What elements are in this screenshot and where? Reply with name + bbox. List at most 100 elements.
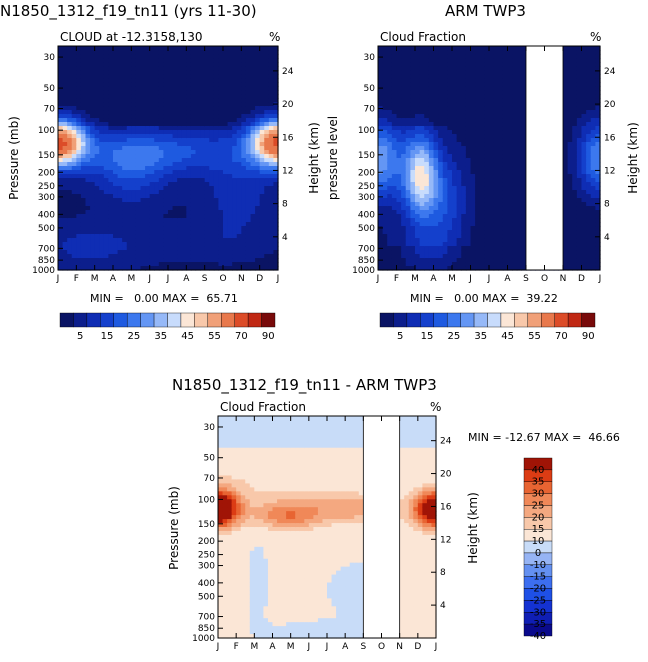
field-cell <box>493 142 499 147</box>
field-cell <box>387 74 393 79</box>
colorbar-label: 5 <box>77 331 83 342</box>
field-cell <box>122 98 128 103</box>
field-cell <box>177 234 183 239</box>
field-cell <box>382 118 388 123</box>
field-cell <box>484 166 490 171</box>
field-cell <box>465 206 472 211</box>
field-cell <box>428 50 435 55</box>
field-cell <box>512 66 518 71</box>
field-cell <box>447 46 453 51</box>
field-cell <box>90 238 96 243</box>
field-cell <box>190 98 197 103</box>
field-cell <box>452 138 458 143</box>
field-cell <box>223 230 229 235</box>
field-cell <box>245 186 252 191</box>
field-cell <box>259 238 265 243</box>
field-cell <box>181 150 187 155</box>
field-cell <box>419 218 425 223</box>
field-cell <box>67 238 73 243</box>
field-cell <box>401 110 407 115</box>
field-cell <box>493 130 499 135</box>
field-cell <box>168 198 174 203</box>
field-cell <box>94 86 100 91</box>
field-cell <box>405 46 411 51</box>
field-cell <box>62 158 68 163</box>
field-cell <box>62 222 68 227</box>
field-cell <box>62 254 68 259</box>
field-cell <box>213 66 220 71</box>
field-cell <box>181 62 187 67</box>
field-cell <box>493 254 499 259</box>
field-cell <box>58 58 64 63</box>
field-cell <box>241 78 247 83</box>
field-cell <box>405 166 411 171</box>
field-cell <box>99 134 105 139</box>
field-cell <box>181 158 187 163</box>
field-cell <box>447 226 453 231</box>
field-cell <box>512 110 518 115</box>
field-cell <box>99 246 105 251</box>
field-cell <box>428 178 435 183</box>
field-cell <box>396 98 402 103</box>
field-cell <box>99 66 105 71</box>
field-cell <box>190 82 197 87</box>
field-cell <box>236 78 242 83</box>
field-cell <box>117 226 123 231</box>
field-cell <box>103 194 110 199</box>
field-cell <box>507 254 513 259</box>
field-cell <box>90 186 96 191</box>
field-cell <box>195 222 201 227</box>
field-cell <box>62 150 68 155</box>
field-cell <box>227 90 233 95</box>
field-cell <box>273 154 279 159</box>
field-cell <box>255 58 261 63</box>
field-cell <box>67 210 73 215</box>
field-cell <box>76 250 82 255</box>
field-cell <box>521 86 527 91</box>
field-cell <box>516 130 522 135</box>
field-cell <box>186 66 192 71</box>
field-cell <box>168 158 174 163</box>
field-cell <box>108 214 114 219</box>
field-cell <box>241 170 247 175</box>
field-cell <box>103 146 110 151</box>
field-cell <box>396 90 402 95</box>
field-cell <box>67 198 73 203</box>
field-cell <box>396 170 402 175</box>
field-cell <box>378 214 384 219</box>
field-cell <box>241 86 247 91</box>
field-cell <box>232 250 238 255</box>
field-cell <box>181 154 187 159</box>
field-cell <box>122 90 128 95</box>
field-cell <box>479 126 485 131</box>
field-cell <box>424 230 430 235</box>
field-cell <box>461 214 467 219</box>
field-cell <box>80 242 87 247</box>
field-cell <box>378 218 384 223</box>
field-cell <box>452 222 458 227</box>
field-cell <box>99 74 105 79</box>
field-cell <box>103 98 110 103</box>
field-cell <box>154 50 160 55</box>
field-cell <box>181 254 187 259</box>
field-cell <box>232 206 238 211</box>
field-cell <box>236 114 242 119</box>
field-cell <box>452 170 458 175</box>
field-cell <box>268 258 275 263</box>
field-cell <box>255 254 261 259</box>
y-tick-label: 100 <box>38 126 55 136</box>
field-cell <box>452 242 458 247</box>
field-cell <box>447 258 453 263</box>
field-cell <box>250 74 256 79</box>
field-cell <box>117 118 123 123</box>
field-cell <box>149 202 155 207</box>
field-cell <box>498 254 504 259</box>
field-cell <box>264 226 270 231</box>
field-cell <box>85 178 91 183</box>
field-cell <box>433 154 439 159</box>
field-cell <box>218 242 224 247</box>
field-cell <box>502 250 509 255</box>
field-cell <box>410 190 416 195</box>
field-cell <box>433 58 439 63</box>
field-cell <box>67 70 73 75</box>
